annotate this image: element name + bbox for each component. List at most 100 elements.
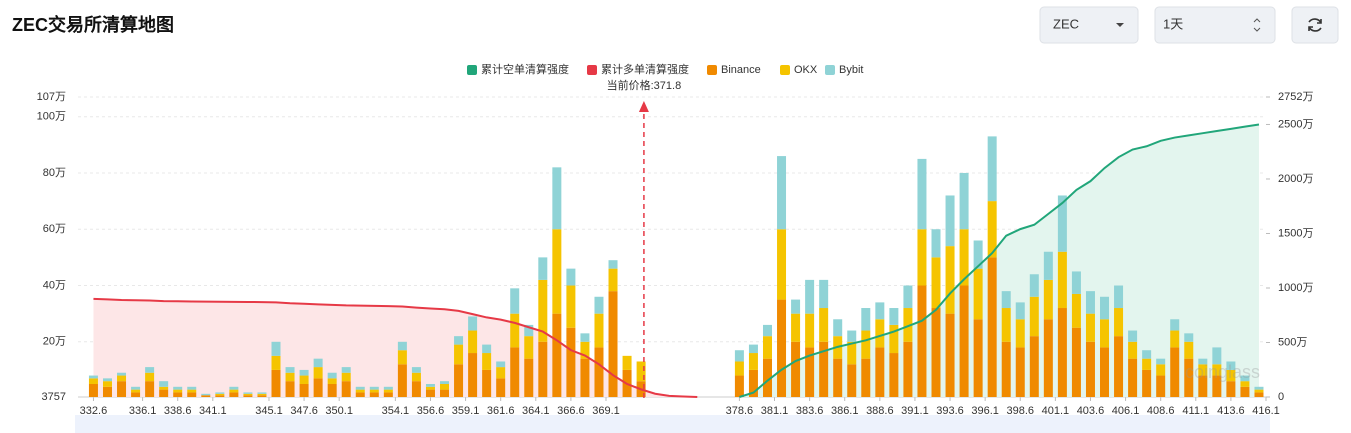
period-select[interactable]: 1天 bbox=[1154, 6, 1276, 44]
bar-segment bbox=[468, 330, 478, 354]
x-tick-label: 413.6 bbox=[1217, 405, 1245, 417]
bar-segment bbox=[566, 285, 576, 328]
y-tick-label: 3757 bbox=[42, 391, 66, 403]
bar-segment bbox=[608, 268, 618, 292]
bar-segment bbox=[748, 344, 758, 354]
bar-segment bbox=[566, 327, 576, 397]
bar-segment bbox=[748, 369, 758, 397]
bar-segment bbox=[1254, 386, 1264, 390]
bar-segment bbox=[131, 392, 141, 397]
bar-segment bbox=[1226, 369, 1236, 382]
refresh-icon[interactable] bbox=[1308, 18, 1322, 32]
bar-segment bbox=[1226, 381, 1236, 397]
bar-segment bbox=[580, 333, 590, 342]
y2-tick-label: 2500万 bbox=[1278, 118, 1313, 130]
zoom-slider[interactable] bbox=[75, 415, 1270, 433]
bar-segment bbox=[257, 393, 267, 396]
bar-segment bbox=[762, 336, 772, 359]
bar-segment bbox=[973, 240, 983, 269]
x-tick-label: 338.6 bbox=[164, 405, 192, 417]
bar-segment bbox=[285, 381, 295, 397]
legend: 累计空单清算强度 累计多单清算强度 Binance OKX Bybit bbox=[467, 62, 863, 76]
bar-segment bbox=[917, 285, 927, 397]
bar-segment bbox=[777, 299, 787, 397]
bar-segment bbox=[425, 386, 435, 390]
bar-segment bbox=[313, 367, 323, 379]
dropdown-icon[interactable] bbox=[1116, 23, 1124, 27]
y2-tick-label: 500万 bbox=[1278, 336, 1307, 348]
select-box[interactable] bbox=[1039, 6, 1139, 44]
bar-segment bbox=[1071, 293, 1081, 328]
bar-segment bbox=[959, 285, 969, 397]
bar-segment bbox=[355, 389, 365, 393]
bar-segment bbox=[861, 330, 871, 359]
bar-segment bbox=[454, 344, 464, 365]
line bbox=[739, 123, 1260, 398]
y-tick-label: 60万 bbox=[43, 223, 66, 235]
currency-select[interactable]: ZEC bbox=[1039, 6, 1139, 44]
bar-segment bbox=[102, 381, 112, 387]
y2-tick-label: 1000万 bbox=[1278, 282, 1313, 294]
bar-segment bbox=[524, 358, 534, 397]
bar-segment bbox=[847, 341, 857, 365]
bar-segment bbox=[1029, 274, 1039, 297]
bar-segment bbox=[762, 358, 772, 397]
bar-segment bbox=[1212, 375, 1222, 397]
bar-segment bbox=[173, 386, 183, 390]
bar-segment bbox=[440, 389, 450, 397]
annotation-text: 当前价格:371.8 bbox=[607, 78, 682, 92]
bar-segment bbox=[931, 229, 941, 258]
select-value[interactable]: ZEC bbox=[1053, 16, 1079, 31]
bar-segment bbox=[327, 378, 337, 384]
y-tick-label: 100万 bbox=[37, 111, 66, 123]
stepper-icon[interactable] bbox=[1253, 18, 1261, 32]
bar-segment bbox=[1142, 350, 1152, 359]
legend-label: Binance bbox=[721, 64, 761, 76]
bar-segment bbox=[819, 341, 829, 397]
bar-segment bbox=[805, 279, 815, 314]
bar-segment bbox=[468, 353, 478, 397]
bar-segment bbox=[552, 167, 562, 230]
button-box[interactable] bbox=[1291, 6, 1339, 44]
bar-segment bbox=[1198, 364, 1208, 376]
bar-segment bbox=[397, 350, 407, 365]
refresh-button[interactable] bbox=[1291, 6, 1339, 44]
bar-segment bbox=[1184, 341, 1194, 359]
bar-segment bbox=[187, 389, 197, 393]
bar-segment bbox=[159, 386, 169, 390]
bar-segment bbox=[215, 392, 225, 394]
bar-segment bbox=[748, 353, 758, 370]
bar-segment bbox=[1128, 358, 1138, 397]
bar-segment bbox=[1100, 296, 1110, 320]
x-tick-label: 416.1 bbox=[1252, 405, 1280, 417]
bar-segment bbox=[102, 378, 112, 382]
bar-segment bbox=[791, 313, 801, 342]
bar-segment bbox=[608, 260, 618, 269]
y2-tick-label: 0 bbox=[1278, 391, 1284, 403]
bar-segment bbox=[243, 392, 253, 394]
x-tick-label: 369.1 bbox=[592, 405, 620, 417]
bar-segment bbox=[538, 341, 548, 397]
x-tick-label: 364.1 bbox=[522, 405, 550, 417]
bar-segment bbox=[201, 393, 211, 396]
select-value[interactable]: 1天 bbox=[1163, 16, 1183, 31]
bar-segment bbox=[355, 386, 365, 390]
bar-segment bbox=[594, 296, 604, 314]
bar-segment bbox=[159, 381, 169, 387]
legend-label: 累计空单清算强度 bbox=[481, 62, 569, 76]
bar-segment bbox=[425, 383, 435, 387]
x-tick-label: 378.6 bbox=[726, 405, 754, 417]
select-box[interactable] bbox=[1154, 6, 1276, 44]
x-tick-label: 383.6 bbox=[796, 405, 824, 417]
bar-segment bbox=[1212, 347, 1222, 365]
y2-tick-label: 1500万 bbox=[1278, 227, 1313, 239]
bar-segment bbox=[341, 367, 351, 373]
line-layer bbox=[93, 124, 1259, 397]
bar-segment bbox=[299, 383, 309, 397]
x-tick-label: 350.1 bbox=[325, 405, 353, 417]
bar-segment bbox=[369, 392, 379, 397]
bar-segment bbox=[552, 313, 562, 397]
bar-segment bbox=[411, 372, 421, 382]
bar-segment bbox=[1114, 285, 1124, 309]
